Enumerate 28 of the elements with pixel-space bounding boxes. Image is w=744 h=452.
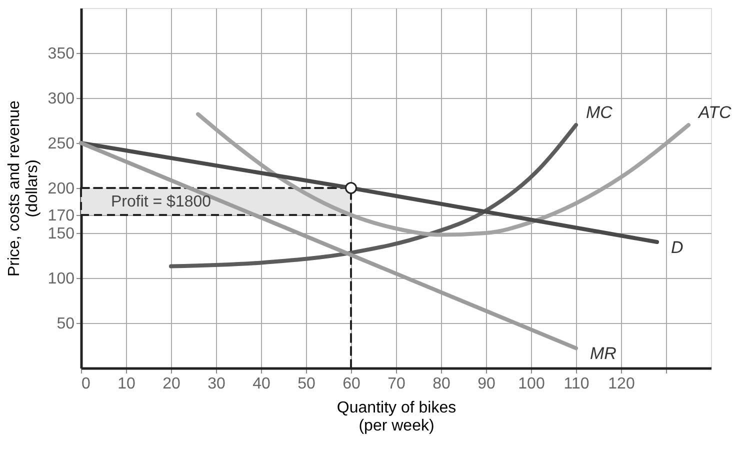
x-tick-label: 50: [298, 376, 316, 392]
y-tick-label: 250: [48, 136, 75, 152]
x-tick-label: 100: [518, 376, 545, 392]
x-tick-label: 30: [208, 376, 226, 392]
x-tick-label: 40: [252, 376, 270, 392]
series-label: ATC: [698, 103, 732, 122]
y-tick-label: 300: [48, 90, 75, 108]
x-tick-label: 70: [388, 376, 406, 392]
x-tick-label: 80: [432, 376, 450, 392]
y-axis-title: Price, costs and revenue (dollars): [6, 100, 41, 277]
series-label: D: [671, 238, 684, 257]
y-tick-label: 150: [48, 226, 75, 242]
y-tick-label: 350: [48, 46, 75, 62]
x-tick-label: 120: [608, 376, 635, 392]
x-tick-label: 110: [564, 376, 590, 392]
x-tick-label: 20: [162, 376, 180, 392]
series-label: MR: [590, 344, 616, 364]
y-tick-label: 50: [56, 316, 75, 332]
x-tick-label: 10: [118, 376, 136, 392]
y-tick-label: 100: [48, 270, 75, 288]
x-tick-label: 60: [342, 376, 360, 392]
y-tick-label: 170: [48, 208, 75, 224]
series-label: MC: [586, 103, 614, 122]
x-tick-label: 90: [478, 376, 496, 392]
x-axis-title: Quantity of bikes (per week): [336, 400, 456, 434]
x-tick-label: 0: [82, 376, 90, 392]
y-tick-label: 200: [48, 180, 75, 198]
annotation: Profit = $1800: [110, 194, 212, 210]
